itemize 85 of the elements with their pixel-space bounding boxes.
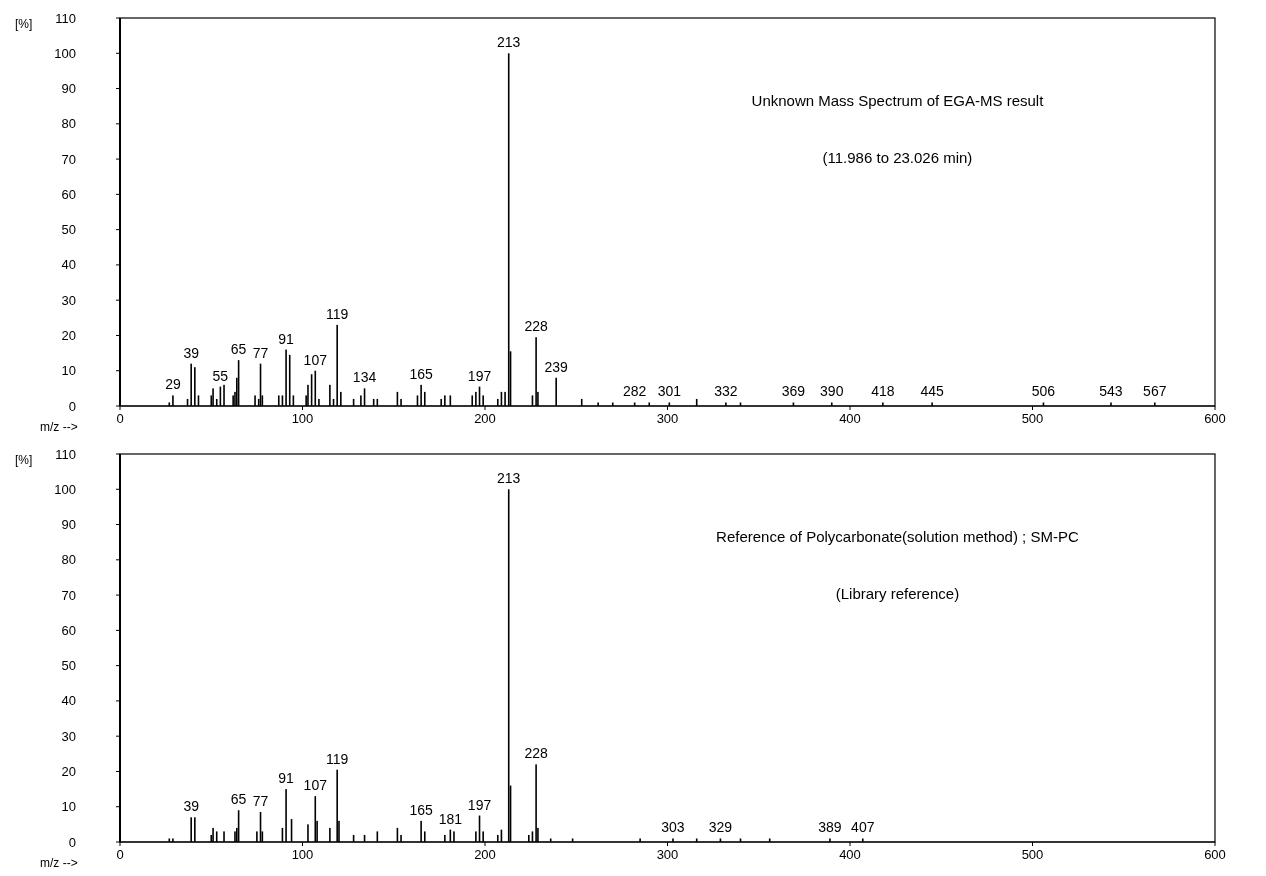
annotation: 165 [409,365,434,382]
annotation: 282 [622,383,647,400]
annotation: 65 [230,341,247,358]
y-tick-label: 60 [61,622,76,638]
annotation: 119 [326,750,349,767]
annotation: 107 [303,777,328,794]
text: Unknown Mass Spectrum of EGA-MS result [751,92,1045,109]
annotation: 418 [871,383,895,400]
y-tick-label: 100 [54,45,76,61]
x-axis-title: m/z --> [40,856,78,870]
annotation: 389 [818,819,842,836]
x-tick-label: 600 [1204,847,1226,862]
x-tick-label: 500 [1021,411,1044,426]
annotation: 506 [1031,383,1056,400]
y-axis-title: [%] [15,453,33,467]
annotation: 119 [326,305,349,322]
y-tick-label: 50 [61,658,76,674]
annotation: 39 [183,798,200,815]
y-tick-label: 50 [61,222,76,238]
y-tick-label: 90 [61,81,76,97]
x-tick-label: 500 [1021,847,1044,862]
annotation: 91 [278,330,295,347]
annotation: 567 [1143,383,1167,400]
y-tick-label: 10 [61,363,76,379]
y-tick-label: 40 [61,257,76,273]
annotation: 197 [467,796,492,813]
x-tick-label: 300 [656,411,679,426]
annotation: 329 [708,819,733,836]
annotation: 107 [303,351,328,368]
text: (Library reference) [835,585,960,602]
y-tick-label: 90 [61,517,76,533]
y-tick-label: 30 [61,292,76,308]
x-tick-label: 100 [291,847,314,862]
y-tick-label: 100 [54,481,76,497]
annotation: 332 [714,383,738,400]
annotation: 165 [409,801,434,818]
y-tick-label: 70 [61,151,76,167]
y-tick-label: 80 [61,552,76,568]
x-tick-label: 200 [474,411,496,426]
y-tick-label: 60 [61,186,76,202]
x-tick-label: 300 [656,847,679,862]
x-tick-label: 200 [474,847,496,862]
annotation: 369 [781,383,806,400]
annotation: 301 [657,383,682,400]
x-tick-label: 0 [116,411,124,426]
annotation: 65 [230,791,247,808]
annotation: 239 [544,358,569,375]
annotation: 29 [165,376,181,393]
y-tick-label: 70 [61,587,76,603]
annotation: 390 [820,383,844,400]
y-tick-label: 20 [61,764,76,779]
y-tick-label: 0 [68,398,76,414]
text: Reference of Polycarbonate(solution method) ; SM-PC [716,528,1079,545]
y-tick-label: 110 [55,10,76,26]
annotation: 228 [524,745,548,762]
x-tick-label: 600 [1204,411,1226,426]
y-tick-label: 80 [61,116,76,132]
y-tick-label: 20 [61,328,76,343]
annotation: 91 [278,770,295,787]
annotation: 197 [467,367,492,384]
x-axis-title: m/z --> [40,420,78,434]
annotation: 77 [252,344,269,361]
annotation: 181 [438,810,463,827]
x-tick-label: 400 [839,847,861,862]
y-tick-label: 40 [61,693,76,709]
y-tick-label: 10 [61,799,76,815]
x-tick-label: 0 [116,847,124,862]
x-tick-label: 400 [839,411,861,426]
y-tick-label: 30 [61,728,76,744]
annotation: 213 [497,470,521,487]
y-tick-label: 110 [55,446,76,462]
text: (11.986 to 23.026 min) [822,149,973,166]
annotation: 407 [851,819,875,836]
annotation: 543 [1099,383,1123,400]
annotation: 77 [252,793,269,810]
y-tick-label: 0 [68,834,76,850]
annotation: 213 [497,34,521,51]
annotation: 445 [920,383,945,400]
annotation: 303 [661,819,685,836]
annotation: 134 [352,369,377,386]
annotation: 228 [524,318,548,335]
x-tick-label: 100 [291,411,314,426]
annotation: 55 [212,367,229,384]
y-axis-title: [%] [15,17,33,31]
annotation: 39 [183,344,200,361]
